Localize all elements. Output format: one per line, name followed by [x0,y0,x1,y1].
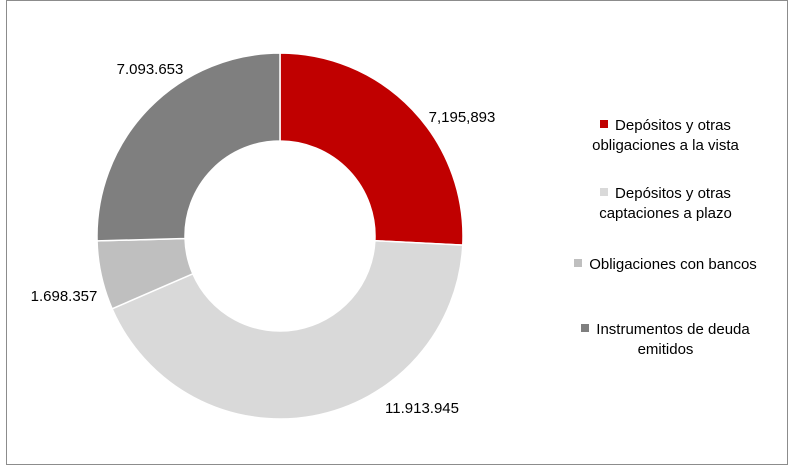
legend-label-line: emitidos [637,341,694,358]
legend-swatch [581,324,590,333]
legend-item-bancos: Obligaciones con bancos [548,255,783,275]
slice-plazo [111,239,464,420]
slice-deuda [96,52,281,242]
legend-swatch [600,188,609,197]
legend-item-deuda: Instrumentos de deuda emitidos [548,320,783,360]
legend-label-line: Depósitos y otras [615,185,731,202]
legend-swatch [574,259,583,268]
legend-swatch [600,120,609,129]
legend-label-line: Depósitos y otras [615,117,731,134]
legend-label-line: Instrumentos de deuda [596,321,750,338]
slice-vista [279,52,464,246]
data-label: 7,195,893 [429,109,496,126]
legend-item-plazo: Depósitos y otras captaciones a plazo [548,184,783,224]
legend-item-vista: Depósitos y otras obligaciones a la vist… [548,116,783,156]
legend-label-line: obligaciones a la vista [592,137,739,154]
data-label: 1.698.357 [31,288,98,305]
data-label: 7.093.653 [117,61,184,78]
legend-label-line: captaciones a plazo [599,205,732,222]
legend-label-line: Obligaciones con bancos [589,256,757,273]
data-label: 11.913.945 [385,400,459,417]
